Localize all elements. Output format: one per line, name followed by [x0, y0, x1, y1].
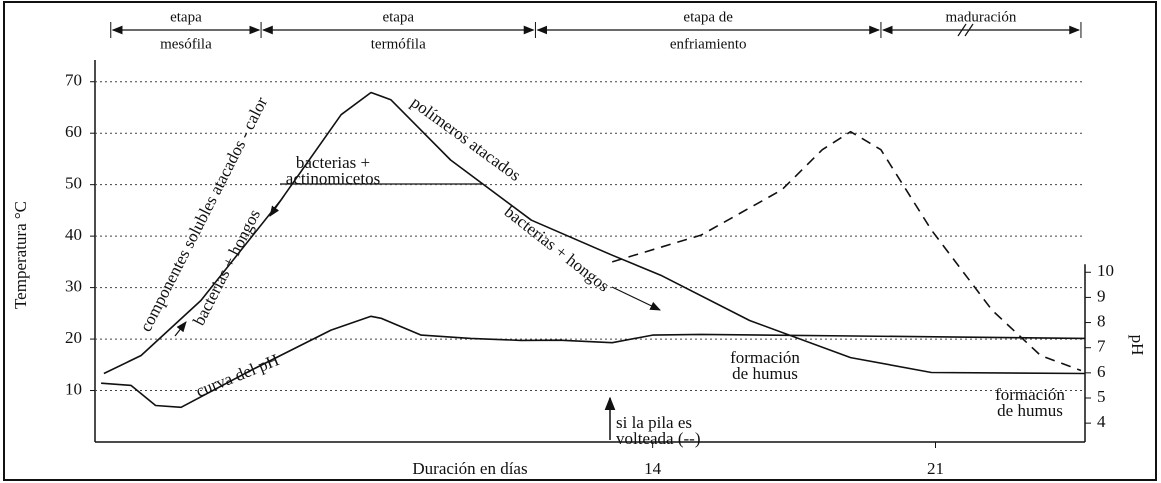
stage-label: etapa: [382, 9, 414, 25]
series-line: [101, 315, 1086, 409]
annotation: formación: [730, 348, 800, 367]
frame: [3, 1, 1157, 481]
y2-tick-label: 9: [1097, 286, 1106, 305]
y-tick-label: 40: [65, 225, 82, 244]
stage-label: etapa de: [683, 9, 733, 25]
annotation: bacterias +: [296, 153, 370, 172]
series-line: [611, 130, 1082, 372]
annotation: curva del pH: [193, 350, 282, 401]
x-tick-label: 21: [927, 459, 944, 478]
x-axis-label: Duración en días: [412, 459, 527, 478]
x-tick-label: 14: [644, 459, 662, 478]
annotation: formación: [995, 385, 1065, 404]
annotation: actinomicetos: [286, 169, 380, 188]
stage-label: etapa: [170, 9, 202, 25]
annotation: si la pila es: [616, 413, 692, 432]
stage-label: termófila: [371, 36, 426, 52]
y-tick-label: 50: [65, 174, 82, 193]
annotation: de humus: [732, 364, 798, 383]
series-line: [103, 91, 1086, 375]
y-tick-label: 10: [65, 379, 82, 398]
annotation: volteada (--): [616, 429, 700, 448]
y2-tick-label: 6: [1097, 362, 1106, 381]
y-tick-label: 60: [65, 122, 82, 141]
y-tick-label: 30: [65, 277, 82, 296]
annotation: de humus: [997, 401, 1063, 420]
y2-tick-label: 4: [1097, 412, 1106, 431]
y-tick-label: 70: [65, 71, 82, 90]
stage-label: enfriamiento: [670, 36, 747, 52]
arrow: [611, 286, 661, 311]
arrow: [174, 321, 187, 337]
y2-axis-label: pH: [1128, 335, 1147, 356]
y2-tick-label: 7: [1097, 337, 1106, 356]
y-tick-label: 20: [65, 328, 82, 347]
y2-tick-label: 8: [1097, 311, 1106, 330]
y2-tick-label: 5: [1097, 387, 1106, 406]
stage-label: maduración: [946, 9, 1017, 25]
y-axis-label: Temperatura °C: [11, 201, 30, 309]
stage-label: mesófila: [160, 36, 212, 52]
y2-tick-label: 10: [1097, 261, 1114, 280]
